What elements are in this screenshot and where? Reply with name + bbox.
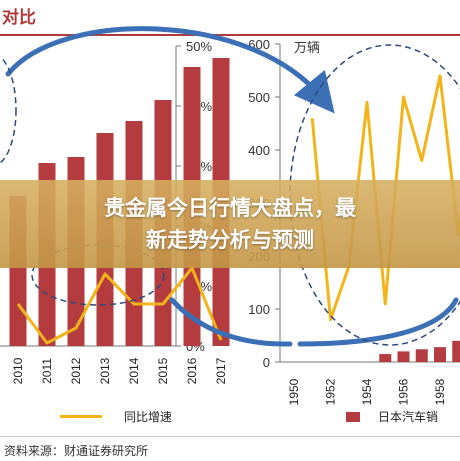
right-bar bbox=[415, 349, 428, 362]
right-y-tick-label: 0 bbox=[263, 355, 270, 370]
header-bar: 对比 bbox=[0, 0, 460, 36]
left-y-tick-label: 50% bbox=[186, 39, 212, 54]
source-note: 资料来源：财通证券研究所 bbox=[4, 444, 149, 458]
chart-title-fragment: 对比 bbox=[2, 8, 36, 28]
left-edge-ellipse bbox=[0, 56, 17, 164]
bottom-connector-arrow-tail bbox=[297, 297, 459, 347]
right-bar bbox=[452, 340, 460, 362]
footer: 资料来源：财通证券研究所 bbox=[0, 436, 460, 461]
headline-banner: 贵金属今日行情大盘点，最 新走势分析与预测 bbox=[0, 180, 460, 268]
headline-line-2: 新走势分析与预测 bbox=[146, 228, 314, 252]
right-y-tick-label: 100 bbox=[248, 302, 270, 317]
right-y-tick-label: 400 bbox=[248, 143, 270, 158]
left-x-tick-label: 2016 bbox=[185, 357, 199, 384]
legend-bar-label: 日本汽车销 bbox=[378, 410, 439, 424]
left-x-tick-label: 2015 bbox=[156, 357, 170, 384]
headline-line-1: 贵金属今日行情大盘点，最 bbox=[104, 196, 356, 220]
left-x-tick-label: 2010 bbox=[11, 357, 25, 384]
right-x-tick-label: 1950 bbox=[287, 378, 301, 405]
left-x-tick-label: 2014 bbox=[127, 357, 141, 384]
left-x-tick-label: 2017 bbox=[214, 357, 228, 384]
right-highlight-ellipse bbox=[289, 44, 460, 346]
left-x-tick-label: 2013 bbox=[98, 357, 112, 384]
legend-bar-swatch bbox=[346, 412, 360, 422]
right-x-tick-label: 1952 bbox=[324, 378, 338, 405]
right-bar bbox=[379, 354, 392, 362]
right-x-tick-label: 1958 bbox=[433, 378, 447, 405]
left-growth-line bbox=[16, 266, 223, 345]
legend-line-label: 同比增速 bbox=[124, 410, 173, 424]
right-y-tick-label: 500 bbox=[248, 90, 270, 105]
bottom-connector-arrow bbox=[169, 297, 293, 347]
right-bar bbox=[397, 351, 410, 362]
right-unit-label: 万辆 bbox=[294, 41, 320, 56]
left-x-tick-label: 2012 bbox=[69, 357, 83, 384]
right-x-tick-label: 1954 bbox=[360, 378, 374, 405]
top-connector-arrow bbox=[5, 26, 335, 114]
right-x-tick-label: 1956 bbox=[397, 378, 411, 405]
legend-line-swatch bbox=[60, 415, 102, 418]
right-bar bbox=[434, 347, 446, 362]
left-x-tick-label: 2011 bbox=[40, 358, 54, 384]
